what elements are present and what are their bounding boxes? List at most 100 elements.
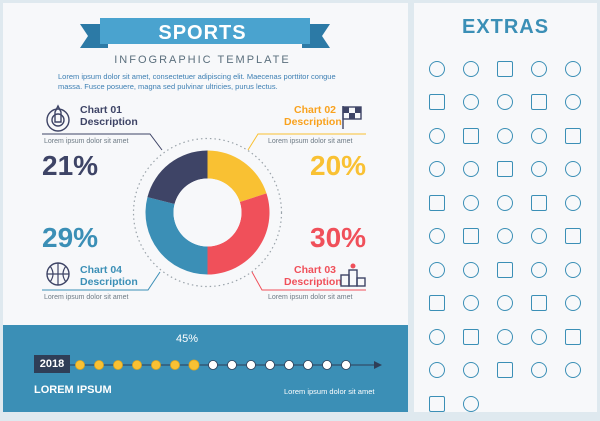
table-tennis-icon [556,253,590,287]
basketball-icon [46,262,70,286]
bike-icon [488,220,522,254]
ski-icon [420,354,454,388]
timeline-dot [265,360,275,370]
tennis-racket-icon [488,86,522,120]
medical-clipboard-icon [488,354,522,388]
chart03-percent: 30% [310,222,367,253]
windsurf-icon [556,52,590,86]
rocket-target-icon [46,104,70,132]
billiard-ball-icon [556,186,590,220]
american-football-icon [522,354,556,388]
timeline-dot [75,360,85,370]
timeline-dot [188,359,200,371]
fencing-icon [522,153,556,187]
basketball-icon [522,186,556,220]
podium-icon [556,153,590,187]
timeline-dot [227,360,237,370]
runner-icon [454,186,488,220]
stopwatch-icon [420,52,454,86]
chart02-percent: 20% [310,150,367,181]
basketball-hoop-icon [420,320,454,354]
extras-title: EXTRAS [461,16,550,38]
trophy-icon [522,320,556,354]
swimmer-icon [420,220,454,254]
volleyball-icon [454,52,488,86]
exercise-bike-icon [454,86,488,120]
donut-slice-4 [145,197,208,275]
timeline-progress-label: 45% [176,333,199,345]
chart04-label: Chart 04 Description [80,264,138,288]
timeline-dot [341,360,351,370]
footer-heading: LOREM IPSUM [34,384,112,396]
timeline-dot [151,360,161,370]
pull-up-bar-icon [454,320,488,354]
skateboarder-icon [488,119,522,153]
timeline-dot [208,360,218,370]
swimming-pool-icon [420,119,454,153]
kayak-icon [420,387,454,421]
swimming-icon [420,287,454,321]
timeline-dot [246,360,256,370]
golfer-icon [454,287,488,321]
connector-lines [42,133,366,291]
chart01-text: Lorem ipsum dolor sit amet [44,138,129,145]
timeline-year: 2018 [34,355,70,373]
cheerleader-icon [454,119,488,153]
page-title: SPORTS [158,22,247,44]
donut-slice-1 [147,150,208,205]
soccer-ball-icon [522,220,556,254]
timeline-dot [113,360,123,370]
bodybuilder-icon [454,354,488,388]
timeline-dot [94,360,104,370]
timeline-dot [284,360,294,370]
donut-slice-2 [207,150,267,202]
archery-target-icon [556,320,590,354]
timeline-dot [322,360,332,370]
chart04-text: Lorem ipsum dolor sit amet [44,294,129,301]
motorbike-icon [488,253,522,287]
chart01-percent: 21% [42,150,99,181]
footer-text: Lorem ipsum dolor sit amet [284,387,375,396]
chart01-label: Chart 01 Description [80,104,138,128]
football-field-icon [488,52,522,86]
chart04-percent: 29% [42,222,99,253]
martial-arts-icon [454,253,488,287]
timeline [70,359,382,371]
roller-skate-icon [488,287,522,321]
timeline-dot [132,360,142,370]
checkered-flag-icon [556,220,590,254]
hockey-stick-icon [522,287,556,321]
cycling-icon [488,153,522,187]
page-subtitle: INFOGRAPHIC TEMPLATE [114,54,291,66]
icon-grid [420,52,590,412]
soccer-player-icon [454,220,488,254]
badminton-icon [556,287,590,321]
timeline-panel [3,325,408,412]
timeline-dot [170,360,180,370]
rowing-icon [454,387,488,421]
bowling-icon [556,354,590,388]
climbing-icon [556,119,590,153]
basketball-player-icon [454,153,488,187]
chart02-text: Lorem ipsum dolor sit amet [268,138,353,145]
surfing-icon [420,186,454,220]
podium-icon [340,263,366,287]
timeline-dot [303,360,313,370]
ping-pong-icon [420,153,454,187]
net-icon [522,86,556,120]
basketball-court-icon [522,52,556,86]
pool-ladder-icon [556,86,590,120]
chart03-label: Chart 03 Description [284,264,342,288]
checkered-flag-icon [342,106,362,129]
rugby-field-icon [522,253,556,287]
chart02-label: Chart 02 Description [284,104,342,128]
donut-slice-3 [207,193,270,275]
surfboard-icon [420,253,454,287]
chart03-text: Lorem ipsum dolor sit amet [268,294,353,301]
cyclist-icon [488,320,522,354]
title-ribbon [80,18,330,48]
donut-chart [132,137,283,288]
figure-skating-icon [420,86,454,120]
bicycle-icon [488,186,522,220]
baseball-icon [522,119,556,153]
